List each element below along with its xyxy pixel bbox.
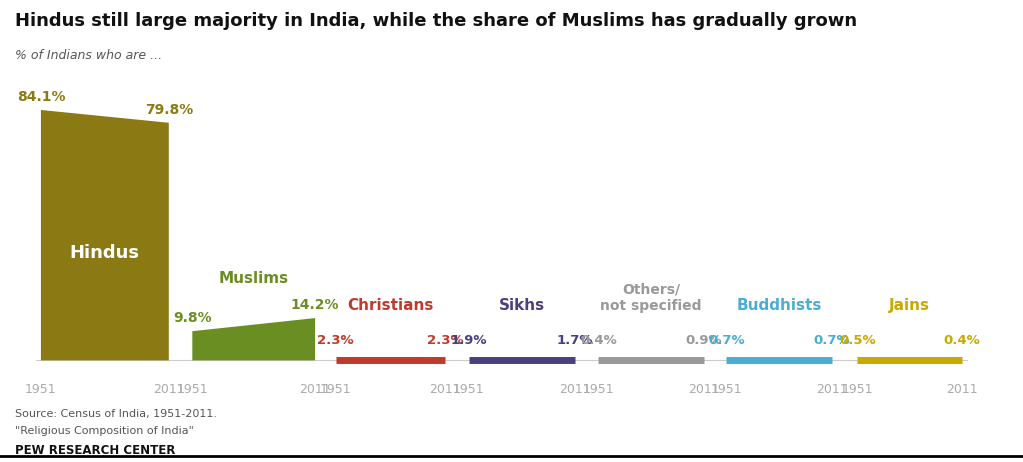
Text: 2011: 2011 [946,383,977,395]
Text: PEW RESEARCH CENTER: PEW RESEARCH CENTER [15,444,176,457]
Text: 79.8%: 79.8% [144,103,193,117]
Text: "Religious Composition of India": "Religious Composition of India" [15,426,194,437]
Text: 84.1%: 84.1% [16,90,65,104]
Text: 1951: 1951 [711,383,742,395]
Text: 1951: 1951 [320,383,351,395]
Text: 2011: 2011 [430,383,460,395]
Text: 1951: 1951 [453,383,484,395]
Text: 1951: 1951 [842,383,873,395]
Text: 2011: 2011 [300,383,330,395]
Text: Hindus: Hindus [70,244,140,262]
Text: % of Indians who are ...: % of Indians who are ... [15,49,163,61]
Text: 1.9%: 1.9% [450,334,487,347]
Text: 2011: 2011 [153,383,184,395]
Text: 2011: 2011 [560,383,590,395]
Text: 0.4%: 0.4% [943,334,980,347]
Text: Hindus still large majority in India, while the share of Muslims has gradually g: Hindus still large majority in India, wh… [15,12,857,30]
Text: 2011: 2011 [688,383,719,395]
Text: 0.4%: 0.4% [580,334,617,347]
Polygon shape [192,318,315,360]
Text: Sikhs: Sikhs [498,298,545,313]
Text: 2.3%: 2.3% [427,334,463,347]
Text: 1951: 1951 [583,383,614,395]
Text: 0.7%: 0.7% [813,334,850,347]
Text: 9.8%: 9.8% [173,311,212,325]
Text: Jains: Jains [889,298,930,313]
Text: Buddhists: Buddhists [737,298,821,313]
Text: Christians: Christians [347,298,434,313]
Text: 14.2%: 14.2% [291,298,340,312]
Text: 1951: 1951 [26,383,56,395]
Text: Source: Census of India, 1951-2011.: Source: Census of India, 1951-2011. [15,409,217,419]
Polygon shape [41,110,169,360]
Text: 0.5%: 0.5% [839,334,876,347]
Text: Others/
not specified: Others/ not specified [601,283,702,313]
Text: 0.9%: 0.9% [685,334,722,347]
Text: 1951: 1951 [177,383,208,395]
Text: 1.7%: 1.7% [557,334,593,347]
Text: 0.7%: 0.7% [708,334,745,347]
Text: 2.3%: 2.3% [317,334,354,347]
Text: 2011: 2011 [816,383,847,395]
Text: Muslims: Muslims [219,271,288,286]
